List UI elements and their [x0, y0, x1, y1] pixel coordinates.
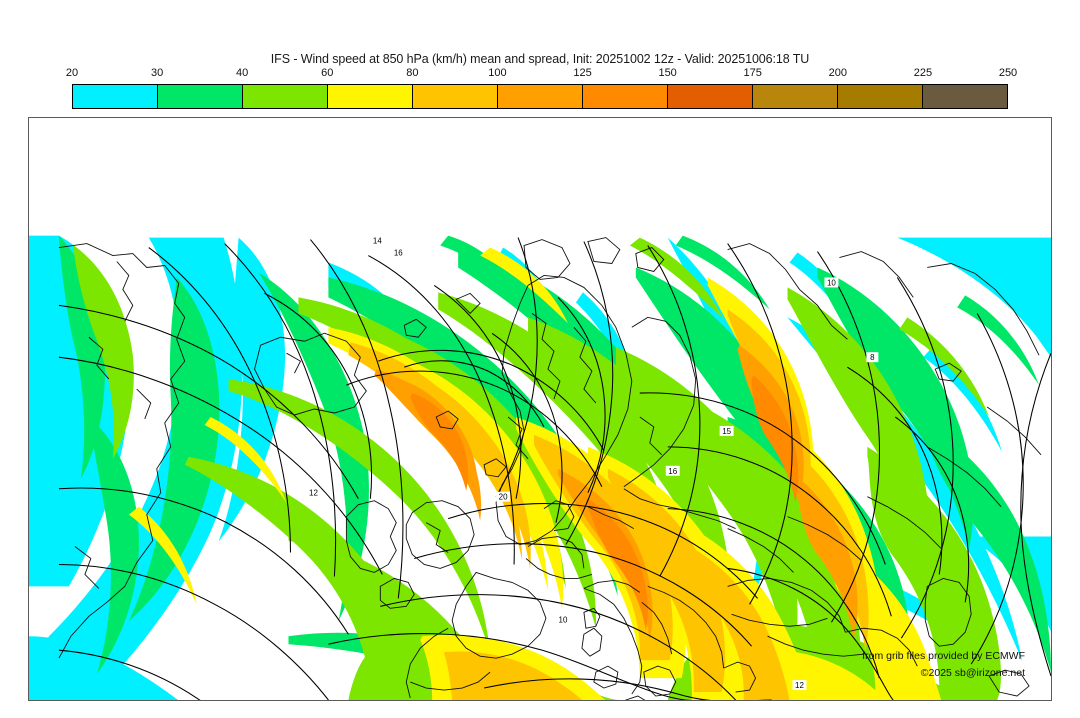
contour-label-layer: 14 16 10 20: [306, 235, 879, 690]
colorbar-segment-60-80: [328, 85, 413, 108]
colorbar-tick-labels: 20 30 40 60 80 100 125 150 175 200 225 250: [66, 67, 1017, 81]
svg-text:20: 20: [499, 493, 508, 502]
colorbar-legend: 20 30 40 60 80 100 125 150 175 200 225 250: [66, 67, 1017, 109]
svg-text:16: 16: [668, 467, 677, 476]
svg-text:8: 8: [870, 353, 875, 362]
colorbar-segment-125-150: [583, 85, 668, 108]
svg-text:10: 10: [559, 615, 568, 624]
svg-text:15: 15: [722, 427, 731, 436]
colorbar-segment-225-250: [923, 85, 1007, 108]
colorbar-tick-150: 150: [658, 67, 677, 79]
colorbar-segment-40-60: [243, 85, 328, 108]
colorbar-segment-100-125: [498, 85, 583, 108]
colorbar-segment-200-225: [838, 85, 923, 108]
colorbar-tick-20: 20: [65, 67, 79, 79]
svg-text:12: 12: [795, 681, 804, 690]
svg-text:12: 12: [309, 489, 318, 498]
colorbar-tick-100: 100: [488, 67, 507, 79]
colorbar-tick-125: 125: [573, 67, 592, 79]
colorbar-tick-200: 200: [828, 67, 847, 79]
data-source-credit: from grib files provided by ECMWF: [862, 650, 1025, 662]
colorbar-tick-80: 80: [406, 67, 419, 79]
colorbar-tick-40: 40: [236, 67, 249, 79]
svg-text:10: 10: [827, 278, 836, 287]
colorbar-segment-20-30: [73, 85, 158, 108]
colorbar-tick-250: 250: [998, 67, 1018, 79]
colorbar-tick-175: 175: [743, 67, 762, 79]
colorbar-segment-150-175: [668, 85, 753, 108]
copyright-credit: ©2025 sb@irizone.net: [920, 667, 1025, 679]
svg-text:14: 14: [373, 237, 382, 246]
colorbar-tick-30: 30: [150, 67, 164, 79]
svg-text:16: 16: [394, 249, 403, 258]
colorbar-segment-175-200: [753, 85, 838, 108]
band-125-150: [410, 375, 799, 631]
page-title: IFS - Wind speed at 850 hPa (km/h) mean …: [270, 52, 810, 66]
colorbar-tick-60: 60: [321, 67, 334, 79]
colorbar-segment-30-40: [158, 85, 243, 108]
colorbar-tick-225: 225: [913, 67, 933, 79]
map-plot: 14 16 10 20: [29, 118, 1051, 700]
spread-contour-layer: [58, 237, 1051, 700]
colorbar-gradient: [72, 84, 1008, 109]
colorbar-segment-80-100: [413, 85, 498, 108]
map-canvas[interactable]: 14 16 10 20: [28, 117, 1052, 701]
